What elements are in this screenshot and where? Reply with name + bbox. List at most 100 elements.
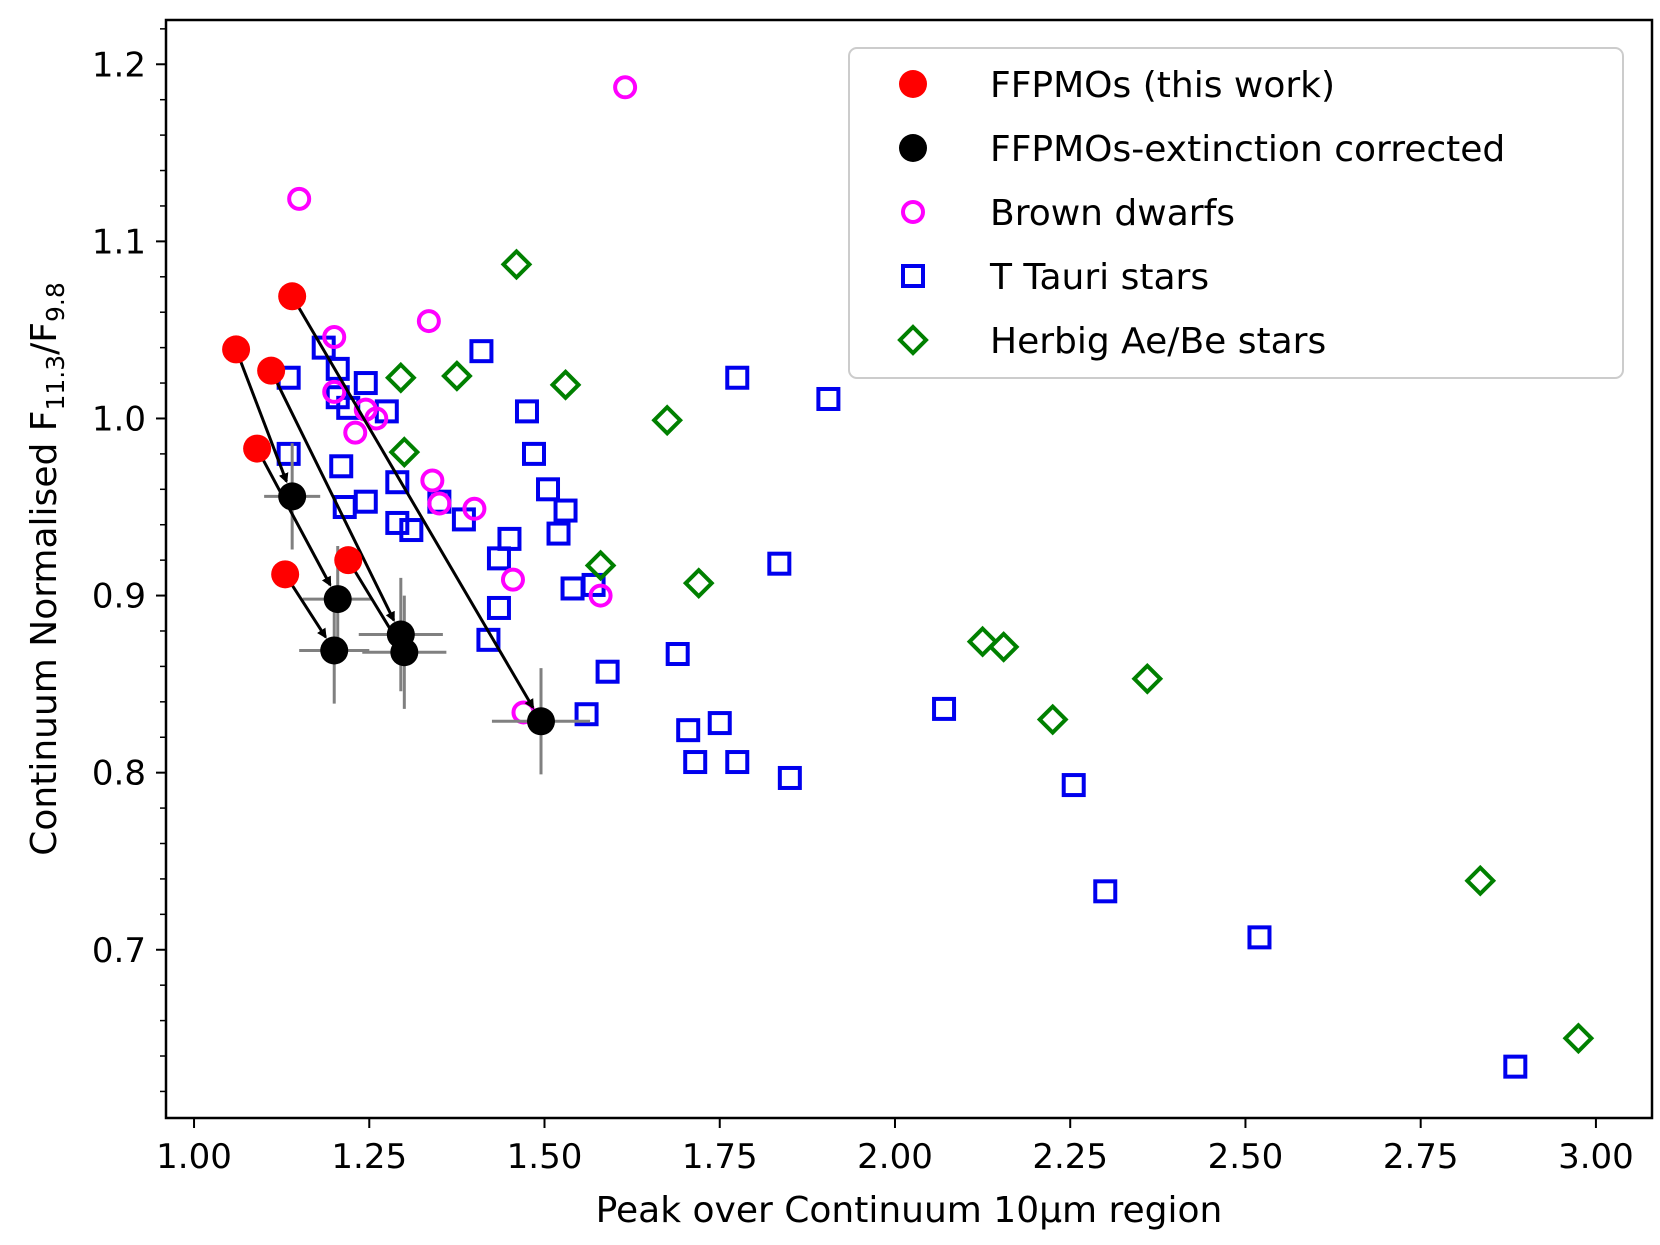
data-point bbox=[1061, 773, 1086, 798]
x-axis-label: Peak over Continuum 10μm region bbox=[596, 1190, 1223, 1231]
x-tick-label: 3.00 bbox=[1558, 1137, 1634, 1177]
legend-marker bbox=[899, 70, 927, 98]
data-point bbox=[462, 496, 487, 521]
data-point bbox=[287, 186, 312, 211]
data-point bbox=[651, 404, 684, 437]
data-point bbox=[1036, 703, 1069, 736]
data-point bbox=[334, 546, 363, 575]
data-point bbox=[329, 454, 354, 479]
data-point bbox=[574, 702, 599, 727]
data-point bbox=[1562, 1022, 1595, 1055]
data-point bbox=[553, 498, 578, 523]
legend-marker bbox=[899, 134, 927, 162]
data-point bbox=[584, 549, 617, 582]
data-point bbox=[384, 361, 417, 394]
data-point bbox=[271, 560, 300, 589]
data-point bbox=[343, 420, 368, 445]
data-point bbox=[222, 335, 251, 364]
data-point bbox=[486, 595, 511, 620]
legend-label: FFPMOs (this work) bbox=[990, 65, 1335, 106]
data-point bbox=[322, 325, 347, 350]
data-point bbox=[521, 441, 546, 466]
data-point bbox=[816, 386, 841, 411]
y-tick-label: 0.9 bbox=[92, 577, 146, 617]
y-tick-label: 0.8 bbox=[92, 754, 146, 794]
x-tick-label: 2.75 bbox=[1383, 1137, 1459, 1177]
data-point bbox=[469, 339, 494, 364]
data-point bbox=[676, 718, 701, 743]
legend-marker bbox=[901, 200, 925, 224]
correction-arrow bbox=[234, 348, 289, 484]
data-point bbox=[323, 585, 352, 614]
y-axis-label: Continuum Normalised F11.3/F9.8 bbox=[24, 282, 70, 856]
y-tick-label: 1.2 bbox=[92, 45, 146, 85]
y-axis-label-main: Continuum Normalised F bbox=[24, 411, 65, 856]
data-point bbox=[527, 707, 556, 736]
data-point bbox=[278, 282, 307, 311]
data-point bbox=[257, 356, 286, 385]
y-axis-label-sub-2: 9.8 bbox=[41, 282, 70, 322]
correction-arrow bbox=[255, 447, 332, 587]
y-tick-label: 0.7 bbox=[92, 931, 146, 971]
legend-label: Herbig Ae/Be stars bbox=[990, 321, 1326, 362]
data-point bbox=[353, 489, 378, 514]
data-point bbox=[1464, 864, 1497, 897]
data-point bbox=[390, 638, 419, 667]
legend-marker bbox=[901, 264, 925, 288]
data-point bbox=[427, 491, 452, 516]
x-tick-label: 1.75 bbox=[682, 1137, 758, 1177]
y-axis-label-separator: /F bbox=[24, 322, 65, 355]
data-point bbox=[399, 518, 424, 543]
data-point bbox=[497, 526, 522, 551]
data-point bbox=[987, 631, 1020, 663]
data-point bbox=[388, 436, 421, 468]
data-point bbox=[385, 470, 410, 495]
data-point bbox=[932, 696, 957, 721]
data-point bbox=[546, 521, 571, 546]
data-point bbox=[683, 750, 708, 775]
data-point bbox=[536, 477, 561, 502]
data-point bbox=[1503, 1054, 1528, 1079]
data-point bbox=[665, 642, 690, 667]
x-tick-label: 1.25 bbox=[331, 1137, 407, 1177]
data-point bbox=[322, 379, 347, 404]
data-point bbox=[320, 636, 349, 665]
data-point bbox=[777, 765, 802, 790]
data-point bbox=[767, 551, 792, 576]
data-point bbox=[549, 368, 582, 401]
legend-label: FFPMOs-extinction corrected bbox=[990, 129, 1505, 170]
data-point bbox=[707, 711, 732, 736]
y-axis-label-sub-1: 11.3 bbox=[41, 355, 70, 411]
data-point bbox=[725, 365, 750, 390]
data-point bbox=[514, 399, 539, 424]
x-tick-label: 1.00 bbox=[156, 1137, 232, 1177]
data-point bbox=[353, 371, 378, 396]
correction-arrow bbox=[290, 295, 535, 710]
legend: FFPMOs (this work) FFPMOs-extinction corr… bbox=[848, 47, 1624, 379]
data-point bbox=[595, 659, 620, 684]
plot-area bbox=[222, 75, 1595, 1079]
legend-marker bbox=[897, 324, 929, 356]
plot-frame bbox=[164, 18, 1654, 1120]
data-point bbox=[364, 406, 389, 431]
data-point bbox=[416, 309, 441, 334]
legend-label: Brown dwarfs bbox=[990, 193, 1235, 234]
legend-box bbox=[848, 47, 1624, 379]
data-point bbox=[278, 482, 307, 511]
data-point bbox=[500, 248, 533, 281]
axes: 1.00 1.25 1.50 1.75 2.00 2.25 2.50 2.75 3.00 0.7 0… bbox=[92, 28, 1634, 1177]
correction-arrow bbox=[269, 369, 396, 622]
x-tick-label: 2.00 bbox=[857, 1137, 933, 1177]
data-point bbox=[1247, 925, 1272, 950]
data-point bbox=[385, 510, 410, 535]
x-tick-label: 2.25 bbox=[1032, 1137, 1108, 1177]
data-point bbox=[588, 583, 613, 608]
data-point bbox=[500, 567, 525, 592]
data-point bbox=[276, 441, 301, 466]
data-point bbox=[243, 434, 272, 463]
x-tick-label: 2.50 bbox=[1208, 1137, 1284, 1177]
data-point bbox=[325, 356, 350, 381]
y-tick-label: 1.1 bbox=[92, 222, 146, 262]
data-point bbox=[966, 625, 999, 658]
